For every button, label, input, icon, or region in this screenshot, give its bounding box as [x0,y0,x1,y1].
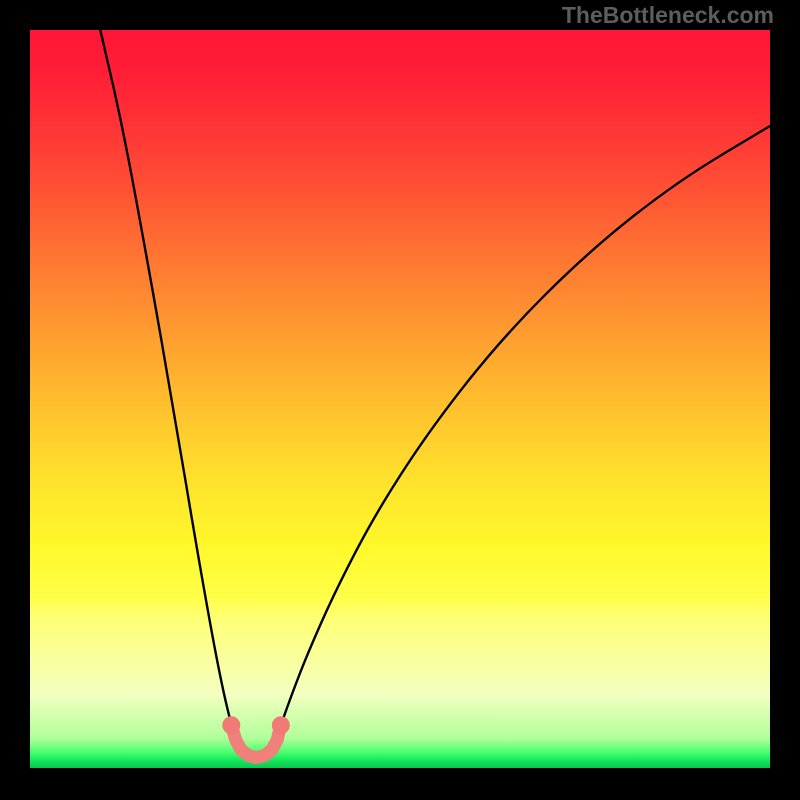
bottom-u-end-dot [272,716,290,734]
watermark-text: TheBottleneck.com [562,2,774,29]
plot-area [30,30,770,768]
gradient-background [30,30,770,768]
bottom-u-end-dot [222,716,240,734]
chart-svg [30,30,770,768]
